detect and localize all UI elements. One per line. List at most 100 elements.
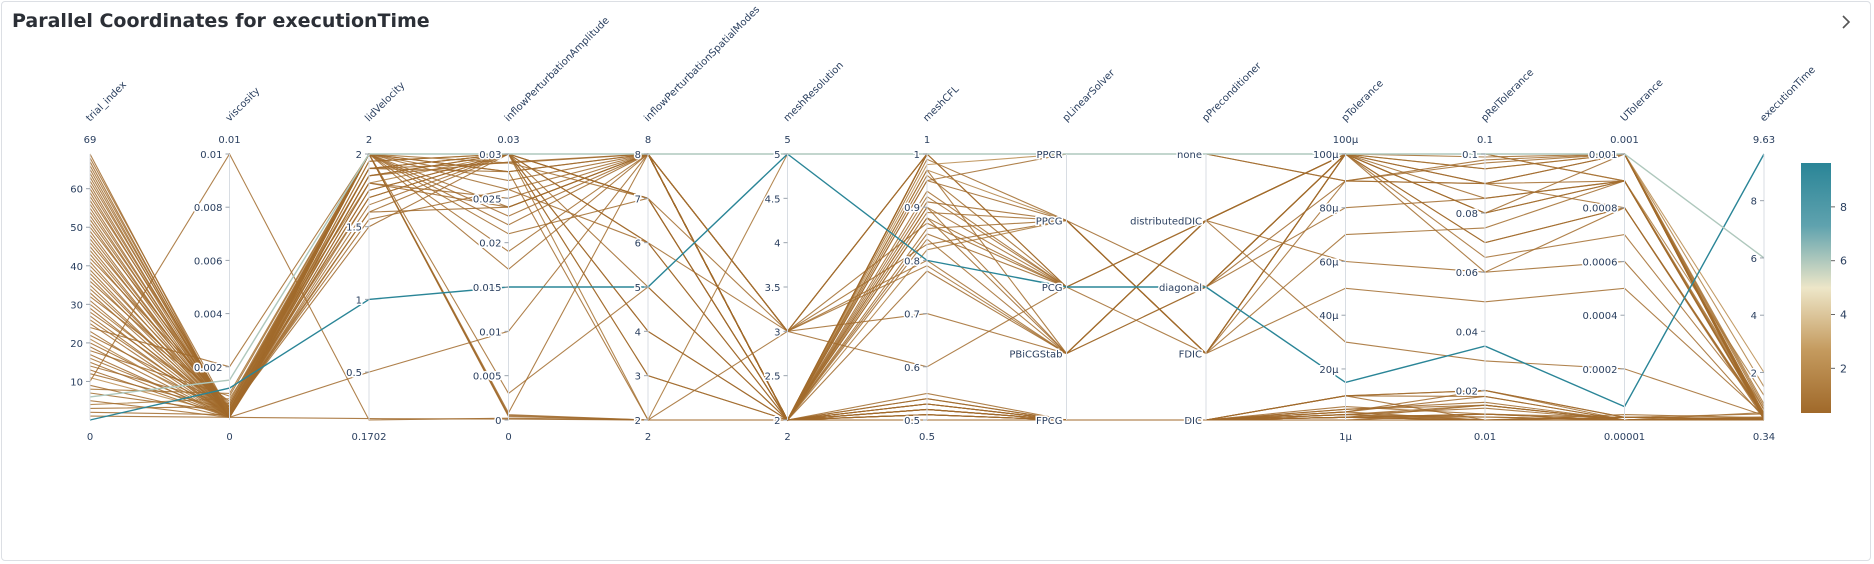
axis-top-label: 8 xyxy=(645,135,651,146)
tick-label: 0.015 xyxy=(473,283,502,294)
tick-label: PBiCGStab xyxy=(1009,350,1062,361)
tick-label: FPCG xyxy=(1036,416,1063,427)
tick-label: 0 xyxy=(495,416,501,427)
tick-label: 50 xyxy=(70,223,83,234)
axis-bottom-label: 0.1702 xyxy=(352,432,387,443)
tick-label: 8 xyxy=(1751,197,1757,208)
tick-label: 0.004 xyxy=(194,310,223,321)
colorbar: 2 4 6 8 xyxy=(1801,163,1847,413)
axis-top-label: 0.001 xyxy=(1610,135,1639,146)
axis-top-label: 2 xyxy=(366,135,372,146)
axis-title: pPreconditioner xyxy=(1200,60,1264,124)
axis-title: meshCFL xyxy=(921,84,961,124)
axis-pTolerance[interactable]: pTolerance 100μ 1μ 20μ 40μ 60μ 80μ 100μ xyxy=(1312,78,1386,443)
tick-label: 40μ xyxy=(1319,311,1339,322)
axis-top-label: 1 xyxy=(924,135,930,146)
chart-title: Parallel Coordinates for executionTime xyxy=(12,10,430,32)
axis-top-label: 0.01 xyxy=(218,135,240,146)
tick-label: PPCR xyxy=(1037,150,1063,161)
tick-label: 60μ xyxy=(1319,257,1339,268)
axis-bottom-label: 0 xyxy=(87,432,93,443)
tick-label: FDIC xyxy=(1179,350,1202,361)
tick-label: 5 xyxy=(774,150,780,161)
axis-pPreconditioner[interactable]: pPreconditioner DIC FDIC diagonal distribute… xyxy=(1129,60,1265,428)
tick-label: 0.01 xyxy=(200,150,222,161)
axis-top-label: 9.63 xyxy=(1753,135,1775,146)
tick-label: 0.0006 xyxy=(1583,257,1618,268)
tick-label: 0.005 xyxy=(473,372,502,383)
tick-label: 100μ xyxy=(1313,150,1339,161)
tick-label: 1.5 xyxy=(346,223,362,234)
tick-label: 0.08 xyxy=(1456,209,1478,220)
axis-title: lidVelocity xyxy=(363,80,407,124)
tick-label: 0.008 xyxy=(194,203,223,214)
tick-label: 80μ xyxy=(1319,204,1339,215)
axis-bottom-label: 1μ xyxy=(1339,432,1352,443)
tick-label: 2 xyxy=(1751,368,1757,379)
axis-title: UTolerance xyxy=(1619,77,1666,124)
axis-title: inflowPerturbationSpatialModes xyxy=(642,4,762,124)
axis-top-label: 0.03 xyxy=(497,135,519,146)
tick-label: 60 xyxy=(70,185,83,196)
tick-label: 30 xyxy=(70,300,83,311)
tick-label: 10 xyxy=(70,377,83,388)
tick-label: distributedDIC xyxy=(1130,217,1202,228)
tick-label: 0.006 xyxy=(194,256,223,267)
tick-label: 0.0008 xyxy=(1583,204,1618,215)
tick-label: 4.5 xyxy=(765,194,781,205)
tick-label: 0.002 xyxy=(194,363,223,374)
tick-label: 0.02 xyxy=(479,239,501,250)
axis-inflowPerturbationAmplitude[interactable]: inflowPerturbationAmplitude 0.03 00 0.005 0.… xyxy=(471,15,612,443)
tick-label: 0.8 xyxy=(904,256,920,267)
axis-meshCFL[interactable]: meshCFL 1 0.5 0.5 0.6 0.7 0.8 0.9 1 xyxy=(903,84,962,443)
tick-label: 1 xyxy=(356,295,362,306)
tick-label: 2 xyxy=(774,416,780,427)
colorbar-tick-label: 8 xyxy=(1840,201,1847,214)
axis-top-label: 5 xyxy=(784,135,790,146)
tick-label: 5 xyxy=(635,283,641,294)
axis-title: viscosity xyxy=(224,86,262,124)
axis-title: pTolerance xyxy=(1340,78,1386,124)
tick-label: 20 xyxy=(70,339,83,350)
colorbar-tick-label: 4 xyxy=(1840,309,1847,322)
tick-label: 0.001 xyxy=(1589,150,1618,161)
tick-label: 6 xyxy=(635,239,641,250)
axis-bottom-label: 2 xyxy=(784,432,790,443)
axis-lidVelocity[interactable]: lidVelocity 2 0.1702 0.5 1 1.5 2 xyxy=(345,80,408,443)
tick-label: none xyxy=(1177,150,1202,161)
axis-bottom-label: 0.34 xyxy=(1753,432,1775,443)
tick-label: 20μ xyxy=(1319,365,1339,376)
axis-UTolerance[interactable]: UTolerance 0.001 0.00001 0.0002 0.0004 0.0006… xyxy=(1581,77,1666,443)
axis-top-label: 100μ xyxy=(1333,135,1359,146)
axis-bottom-label: 0.5 xyxy=(919,432,935,443)
tick-label: 40 xyxy=(70,262,83,273)
tick-label: 0.025 xyxy=(473,194,502,205)
tick-label: 0.7 xyxy=(904,310,920,321)
tick-label: 0.6 xyxy=(904,363,920,374)
tick-label: DIC xyxy=(1184,416,1202,427)
tick-label: 8 xyxy=(635,150,641,161)
tick-label: 3 xyxy=(635,372,641,383)
axis-bottom-label: 2 xyxy=(645,432,651,443)
tick-label: 0.9 xyxy=(904,203,920,214)
tick-label: 4 xyxy=(635,327,641,338)
axis-bottom-label: 0 xyxy=(505,432,511,443)
tick-label: 4 xyxy=(774,239,780,250)
tick-label: 0.5 xyxy=(346,368,362,379)
tick-label: 6 xyxy=(1751,254,1757,265)
tick-label: 2 xyxy=(356,150,362,161)
axis-title: pLinearSolver xyxy=(1061,67,1118,124)
tick-label: 0.02 xyxy=(1456,386,1478,397)
tick-label: 0.04 xyxy=(1456,327,1478,338)
tick-label: 0.0002 xyxy=(1583,365,1618,376)
tick-label: 2.5 xyxy=(765,372,781,383)
axis-pLinearSolver[interactable]: pLinearSolver FPCG PBiCGStab PCG PPCG PPCR xyxy=(1008,67,1118,428)
tick-label: 0.1 xyxy=(1462,150,1478,161)
tick-label: diagonal xyxy=(1159,283,1202,294)
tick-label: PCG xyxy=(1042,283,1063,294)
tick-label: 7 xyxy=(635,194,641,205)
chevron-right-icon[interactable] xyxy=(1836,12,1856,32)
tick-label: 2 xyxy=(635,416,641,427)
tick-label: 0.5 xyxy=(904,416,920,427)
